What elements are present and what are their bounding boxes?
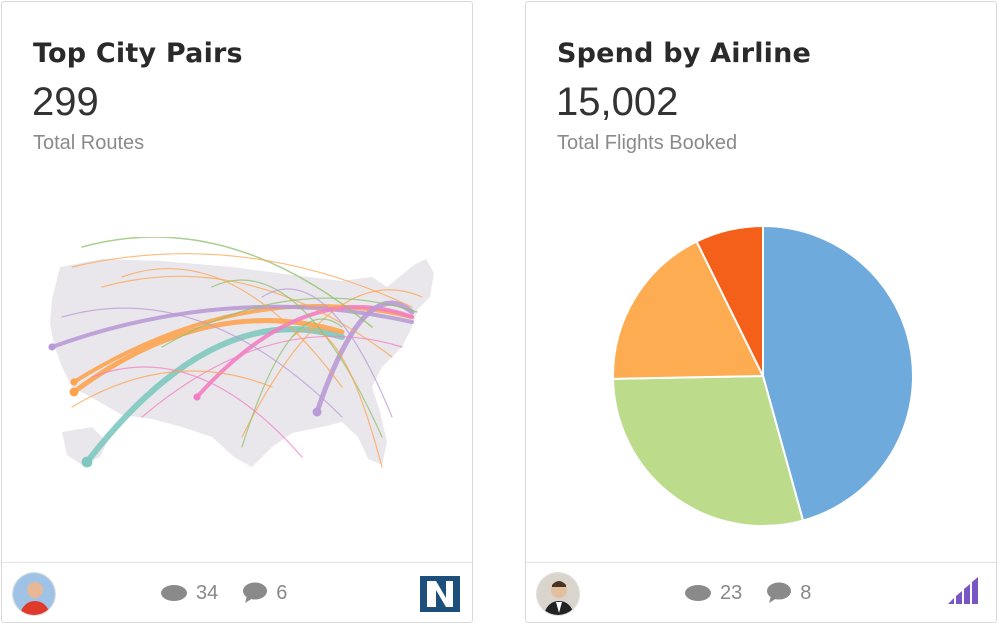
routes-map (48, 237, 434, 468)
route-arc (61, 307, 343, 418)
eye-icon (685, 585, 711, 601)
route-arc (71, 253, 413, 308)
route-origin-dot (193, 393, 201, 401)
spend-by-airline-card[interactable]: Spend by Airline 15,002 Total Flights Bo… (525, 1, 997, 623)
route-origin-dot (81, 456, 93, 468)
comment-icon (767, 582, 792, 603)
comments-count: 8 (800, 581, 812, 604)
pie-slice-2[interactable] (612, 240, 765, 380)
comments-count: 6 (276, 581, 288, 604)
route-arc (71, 318, 345, 395)
route-arc (261, 288, 393, 418)
card-title: Top City Pairs (33, 38, 243, 69)
card-metric-value: 15,002 (556, 80, 679, 124)
route-origin-dot (48, 343, 56, 351)
route-arc (121, 268, 343, 388)
author-avatar[interactable] (536, 572, 580, 616)
bars-logo-icon (948, 577, 978, 604)
author-avatar[interactable] (12, 572, 56, 616)
netsuite-logo-icon (420, 576, 460, 612)
card-stats: 34 6 (160, 580, 287, 606)
card-footer: 34 6 (2, 562, 472, 622)
card-title: Spend by Airline (557, 38, 812, 69)
pie-slice-1[interactable] (612, 374, 805, 527)
route-arc (84, 326, 345, 465)
route-arc (291, 328, 383, 468)
route-arc (161, 297, 418, 348)
route-arc (50, 304, 414, 349)
route-arc (141, 335, 403, 418)
card-metric-label: Total Flights Booked (557, 132, 738, 154)
route-origin-dot (70, 378, 78, 386)
pie-slice-0[interactable] (762, 224, 914, 522)
top-city-pairs-card[interactable]: Top City Pairs 299 Total Routes 34 6 (1, 1, 473, 623)
card-footer: 23 8 (526, 562, 996, 622)
route-arc (314, 300, 415, 415)
route-arc (211, 279, 383, 438)
views-count: 34 (196, 581, 219, 604)
card-metric-value: 299 (32, 80, 99, 124)
route-lines (48, 237, 423, 468)
route-arc (195, 305, 414, 399)
comment-icon (243, 582, 268, 603)
route-arc (71, 370, 273, 408)
pie-slice-3[interactable] (695, 224, 764, 377)
route-arc (91, 366, 303, 458)
route-origin-dot (69, 387, 79, 397)
eye-icon (161, 585, 187, 601)
views-count: 23 (720, 581, 743, 604)
airline-pie-chart (612, 224, 914, 527)
card-stats: 23 8 (684, 580, 811, 606)
card-metric-label: Total Routes (33, 132, 145, 154)
route-arc (101, 275, 393, 358)
route-origin-dot (312, 407, 322, 417)
